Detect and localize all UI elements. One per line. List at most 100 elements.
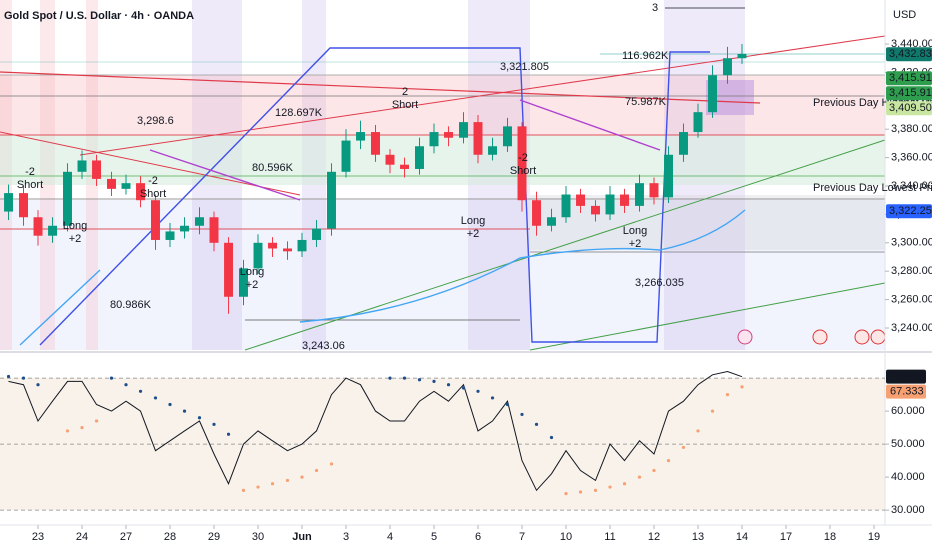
- annotation: 80.596K: [252, 162, 294, 174]
- candle-body: [268, 242, 278, 249]
- x-tick-label: 18: [824, 531, 836, 543]
- x-tick-label: 24: [76, 531, 88, 543]
- indicator-dot: [329, 462, 334, 466]
- price-label: 3,322.254: [889, 205, 932, 217]
- indicator-dot: [622, 482, 627, 486]
- annotation: 3,321.805: [500, 61, 549, 73]
- candle-body: [664, 154, 674, 198]
- indicator-dot: [153, 396, 158, 400]
- x-tick-label: 17: [780, 531, 792, 543]
- candle-body: [385, 154, 395, 165]
- candle-body: [605, 194, 615, 215]
- candle-body: [209, 217, 219, 243]
- price-label: 3,415.916: [889, 72, 932, 84]
- x-tick-label: 23: [32, 531, 44, 543]
- candle-body: [546, 217, 556, 226]
- indicator-dot: [520, 412, 524, 417]
- candle-body: [151, 200, 160, 240]
- candle-body: [121, 183, 131, 189]
- annotation: 128.697K: [275, 107, 323, 119]
- indicator-dot: [681, 445, 686, 450]
- indicator-dot: [696, 429, 700, 433]
- signal-label: Long: [63, 220, 87, 232]
- annotation: 3: [652, 2, 658, 14]
- candle-body: [737, 53, 747, 59]
- indicator-dot: [226, 432, 231, 436]
- indicator-dot: [21, 376, 26, 380]
- x-tick-label: 27: [120, 531, 132, 543]
- trend-line: [0, 71, 761, 104]
- annotation: 75.987K: [625, 96, 667, 108]
- signal-tag: -2: [518, 152, 528, 164]
- signal-label: Short: [140, 188, 166, 200]
- event-icon[interactable]: [870, 329, 886, 345]
- event-icon[interactable]: [737, 329, 753, 345]
- signal-label: Long: [240, 266, 264, 278]
- indicator-dot: [402, 376, 407, 380]
- y-tick-label: 30.000: [891, 504, 925, 516]
- range-zone: [530, 195, 885, 250]
- signal-tag: +2: [467, 228, 480, 240]
- y-tick-label: 50.000: [891, 438, 925, 450]
- y-tick-label: 3,280.000: [891, 265, 932, 277]
- price-label-box: [886, 101, 932, 116]
- y-tick-label: 3,260.000: [891, 294, 932, 306]
- trend-line: [529, 282, 886, 351]
- x-tick-label: 12: [648, 531, 660, 543]
- indicator-dot: [710, 409, 715, 413]
- candle-body: [48, 225, 58, 236]
- candle-body: [371, 132, 380, 155]
- indicator-dot: [388, 376, 392, 380]
- moving-average: [149, 99, 661, 201]
- indicator-dot: [417, 378, 422, 382]
- annotation: 80.986K: [110, 299, 152, 311]
- x-tick-label: 29: [208, 531, 220, 543]
- indicator-dot: [182, 409, 187, 413]
- signal-label: Long: [461, 215, 485, 227]
- indicator-dot: [578, 490, 583, 494]
- x-tick-label: 4: [387, 531, 393, 543]
- indicator-dot: [432, 379, 436, 384]
- indicator-dot: [637, 475, 642, 479]
- indicator-dot: [212, 422, 216, 426]
- indicator-dot: [256, 485, 260, 489]
- candle-body: [576, 194, 586, 206]
- x-tick-label: 5: [431, 531, 437, 543]
- x-tick-label: 10: [560, 531, 572, 543]
- chart-title: Gold Spot / U.S. Dollar · 4h · OANDA: [4, 10, 194, 22]
- annotation: Previous Day Lowest Price: [813, 182, 932, 194]
- candle-body: [488, 146, 498, 155]
- support-zone: [0, 135, 885, 185]
- indicator-dot: [505, 402, 510, 407]
- indicator-dot: [94, 419, 99, 423]
- y-tick-label: 60.000: [891, 405, 925, 417]
- candle-body: [415, 146, 424, 169]
- trend-line: [79, 35, 886, 156]
- indicator-dot: [80, 426, 84, 430]
- signal-tag: +2: [246, 279, 259, 291]
- signal-label: Short: [510, 165, 536, 177]
- annotation: 3,266.035: [635, 277, 684, 289]
- candle-body: [473, 122, 483, 155]
- candle-body: [400, 164, 410, 169]
- indicator-dot: [534, 422, 539, 426]
- x-tick-label: 3: [343, 531, 349, 543]
- trend-line: [0, 131, 301, 196]
- indicator-dot: [446, 383, 451, 387]
- indicator-dot: [65, 429, 70, 433]
- annotation: 116.962K: [622, 50, 669, 62]
- signal-label: Long: [623, 225, 647, 237]
- indicator-dot: [241, 488, 246, 492]
- indicator-dot: [593, 488, 598, 492]
- x-tick-label: 7: [519, 531, 525, 543]
- x-tick-label: 13: [692, 531, 704, 543]
- last-value-box: [886, 369, 926, 384]
- event-icon[interactable]: [812, 329, 828, 345]
- signal-label: Short: [17, 179, 43, 191]
- indicator-dot: [740, 385, 744, 389]
- candle-body: [63, 171, 72, 226]
- event-icon[interactable]: [854, 329, 870, 345]
- candle-body: [180, 225, 190, 232]
- candle-body: [4, 193, 14, 212]
- indicator-dot: [197, 416, 202, 420]
